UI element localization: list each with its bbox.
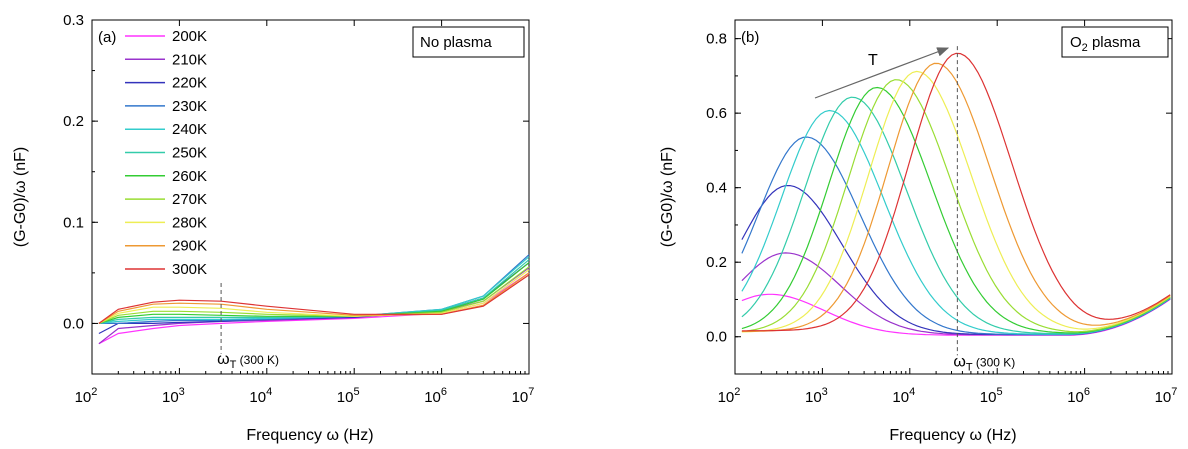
- panel-a-series: [98, 254, 530, 345]
- temperature-arrow-label: T: [868, 52, 878, 69]
- legend-label: 280K: [172, 214, 207, 231]
- panel-b-condition-label: O2 plasma: [1070, 34, 1141, 54]
- y-tick-label: 0.2: [706, 254, 727, 271]
- panel-b-x-label: Frequency ω (Hz): [889, 427, 1016, 444]
- panel-b-x-ticks: 102 103 104 105 106 107: [718, 20, 1178, 406]
- series-line-300K: [98, 274, 530, 324]
- y-tick-label: 0.0: [706, 329, 727, 346]
- panel-b-series: [741, 52, 1171, 336]
- legend-label: 220K: [172, 75, 207, 92]
- panel-a-x-label: Frequency ω (Hz): [246, 427, 373, 444]
- series-line-260K: [98, 262, 530, 324]
- series-line-280K: [741, 70, 1171, 333]
- series-line-300K: [741, 52, 1171, 332]
- series-line-270K: [98, 266, 530, 324]
- x-tick-label: 106: [424, 386, 447, 406]
- panel-b-condition-box: [1061, 26, 1169, 58]
- x-tick-label: 104: [892, 386, 915, 406]
- y-tick-label: 0.3: [63, 12, 84, 29]
- series-line-270K: [741, 79, 1171, 333]
- x-tick-label: 106: [1067, 386, 1090, 406]
- series-line-210K: [741, 252, 1171, 336]
- legend-label: 300K: [172, 261, 207, 278]
- x-tick-label: 102: [718, 386, 741, 406]
- y-tick-label: 0.4: [706, 180, 727, 197]
- panel-b-letter: (b): [741, 29, 759, 46]
- y-tick-label: 0.1: [63, 214, 84, 231]
- legend-label: 230K: [172, 98, 207, 115]
- legend-label: 240K: [172, 121, 207, 138]
- y-tick-label: 0.8: [706, 31, 727, 48]
- panel-b-y-label: (G-G0)/ω (nF): [659, 147, 676, 247]
- panel-a: 0.0 0.1 0.2 0.3 102 103 104 105 106 107 (a) 200K…: [12, 12, 534, 444]
- y-tick-label: 0.2: [63, 113, 84, 130]
- legend-label: 210K: [172, 51, 207, 68]
- series-line-220K: [741, 185, 1171, 336]
- series-line-240K: [98, 256, 530, 324]
- x-tick-label: 105: [980, 386, 1003, 406]
- x-tick-label: 104: [249, 386, 272, 406]
- panel-b-frame: [734, 19, 1173, 375]
- series-line-290K: [741, 62, 1171, 332]
- panel-a-wt-annotation: ωT (300 K): [217, 351, 279, 371]
- panel-b: 0.0 0.2 0.4 0.6 0.8 102 103 104 105 106 107 (b) O…: [659, 19, 1178, 444]
- panel-a-letter: (a): [98, 29, 116, 46]
- x-tick-label: 105: [337, 386, 360, 406]
- legend-label: 200K: [172, 28, 207, 45]
- y-tick-label: 0.0: [63, 315, 84, 332]
- series-line-240K: [741, 109, 1171, 335]
- legend-label: 270K: [172, 191, 207, 208]
- x-tick-label: 107: [1155, 386, 1178, 406]
- legend-label: 290K: [172, 238, 207, 255]
- x-tick-label: 107: [512, 386, 535, 406]
- x-tick-label: 102: [75, 386, 98, 406]
- series-line-230K: [741, 136, 1171, 336]
- series-line-280K: [98, 269, 530, 324]
- panel-b-y-ticks: 0.0 0.2 0.4 0.6 0.8: [706, 31, 1172, 375]
- series-line-250K: [98, 259, 530, 324]
- legend-label: 250K: [172, 145, 207, 162]
- legend-label: 260K: [172, 168, 207, 185]
- panel-a-condition-box: [412, 26, 525, 58]
- panel-a-y-label: (G-G0)/ω (nF): [12, 147, 29, 247]
- panel-a-frame: [91, 19, 530, 375]
- y-tick-label: 0.6: [706, 105, 727, 122]
- temperature-arrow: [814, 47, 950, 99]
- panel-a-legend: 200K 210K 220K 230K 240K 250K 260K 270K 280K 290K…: [125, 28, 207, 278]
- panel-a-condition-label: No plasma: [420, 34, 492, 51]
- panel-a-x-ticks: 102 103 104 105 106 107: [75, 20, 535, 406]
- x-tick-label: 103: [805, 386, 828, 406]
- panel-a-y-ticks: 0.0 0.1 0.2 0.3: [63, 12, 529, 375]
- x-tick-label: 103: [162, 386, 185, 406]
- series-line-220K: [98, 262, 530, 335]
- panel-b-wt-annotation: ωT (300 K): [953, 354, 1015, 374]
